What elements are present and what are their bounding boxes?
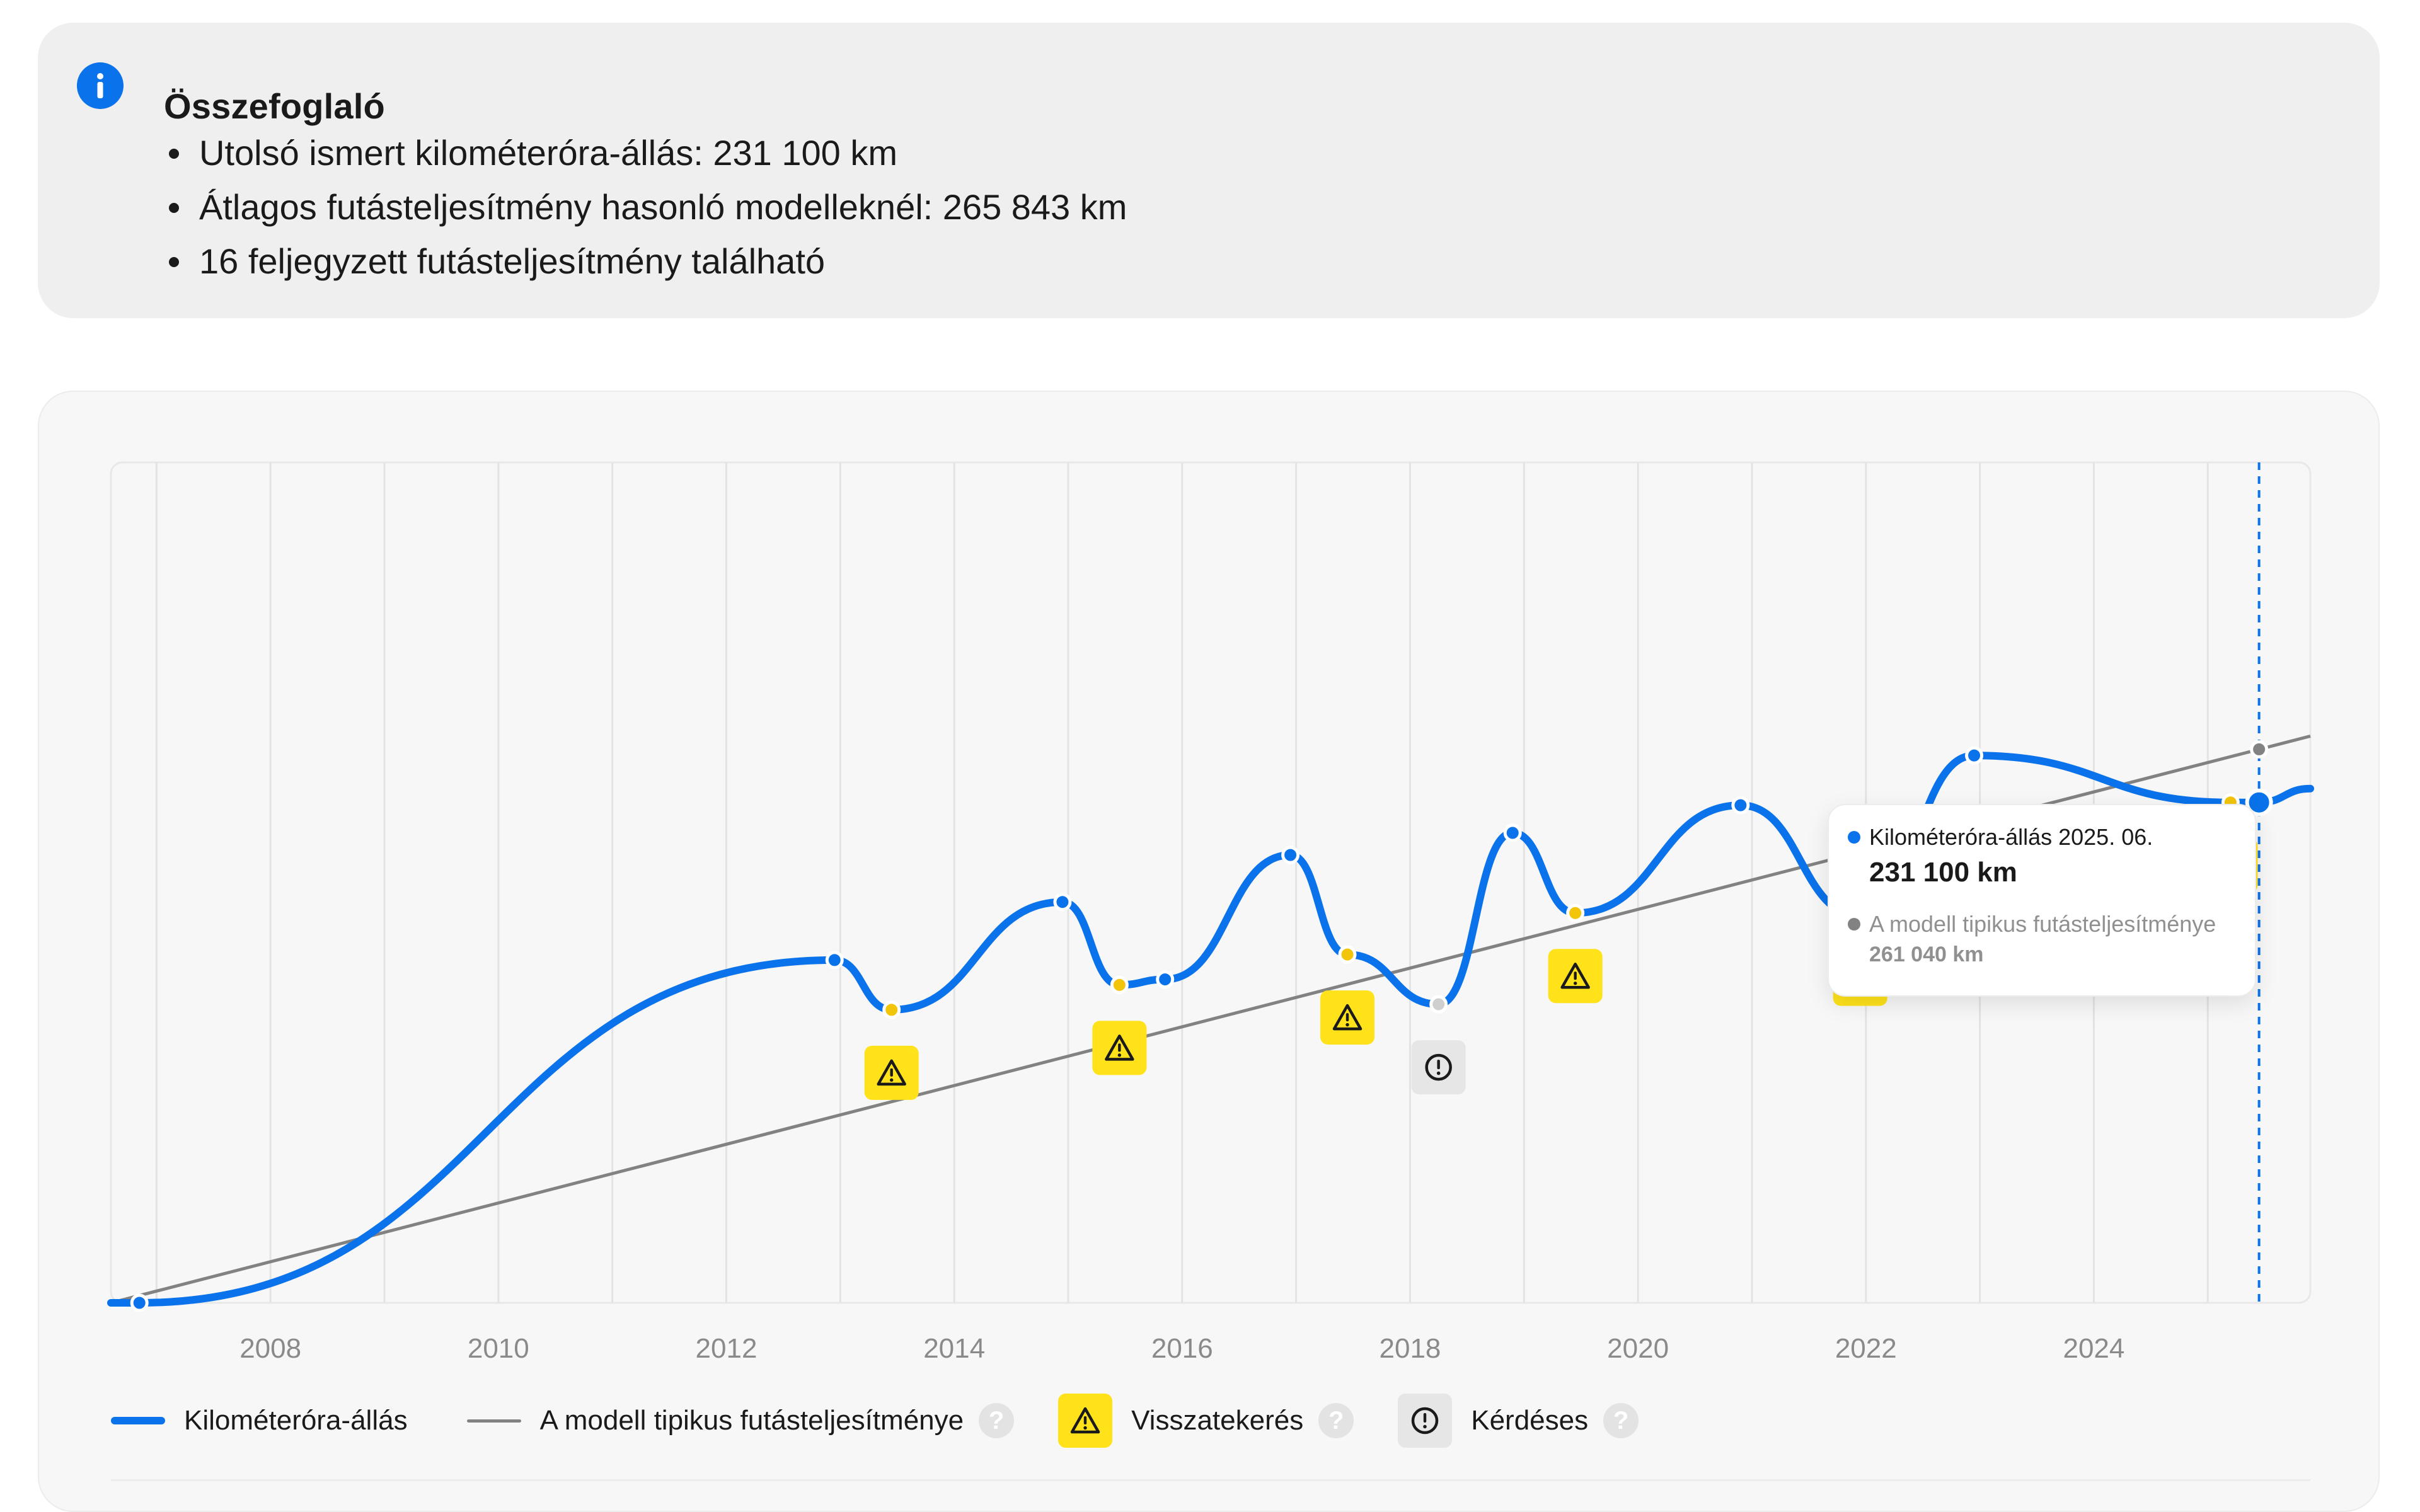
help-icon[interactable]: ? — [1318, 1403, 1354, 1438]
warning-icon — [877, 1059, 906, 1086]
x-tick-label: 2018 — [1380, 1333, 1441, 1364]
legend-odometer-label: Kilométeróra-állás — [184, 1405, 408, 1436]
odometer-point-ok[interactable] — [1156, 970, 1175, 989]
warning-icon — [1058, 1394, 1113, 1448]
legend-rollback[interactable]: Visszatekerés ? — [1058, 1394, 1354, 1448]
odometer-point-ok[interactable] — [1053, 893, 1072, 912]
rollback-badge — [1548, 949, 1603, 1004]
legend-rollback-label: Visszatekerés — [1131, 1405, 1304, 1436]
questionable-badge — [1411, 1040, 1466, 1095]
legend-questionable-label: Kérdéses — [1471, 1405, 1589, 1436]
odometer-hover-point — [2245, 788, 2273, 816]
warning-icon — [1560, 963, 1590, 989]
odometer-point-rollback[interactable] — [882, 1000, 901, 1019]
summary-item-last-odometer: Utolsó ismert kilométeróra-állás: 231 10… — [164, 126, 1127, 180]
legend-typical[interactable]: A modell tipikus futásteljesítménye ? — [466, 1403, 1015, 1438]
tooltip-typical-label: A modell tipikus futásteljesítménye — [1869, 911, 2216, 937]
odometer-point-ok[interactable] — [1965, 746, 1984, 765]
legend-odometer[interactable]: Kilométeróra-állás — [111, 1405, 423, 1436]
summary-title: Összefoglaló — [164, 86, 385, 126]
x-tick-label: 2012 — [696, 1333, 758, 1364]
summary-list: Utolsó ismert kilométeróra-állás: 231 10… — [164, 126, 1127, 289]
odometer-point-ok[interactable] — [130, 1293, 149, 1312]
x-axis-ticks: 2008 2010 2012 2014 2016 2018 2020 2022 2024 — [239, 1333, 2124, 1364]
warning-icon — [1105, 1034, 1134, 1061]
tooltip-odometer-label: Kilométeróra-állás 2025. 06. — [1869, 824, 2153, 850]
odometer-point-ok[interactable] — [825, 951, 844, 970]
odometer-point-questionable[interactable] — [1429, 995, 1448, 1014]
plot-area — [110, 461, 2312, 1304]
rollback-badge — [1092, 1021, 1147, 1075]
summary-item-average-mileage: Átlagos futásteljesítmény hasonló modell… — [164, 180, 1127, 234]
exclamation-circle-icon — [1398, 1394, 1453, 1448]
info-icon — [77, 62, 124, 109]
tooltip-typical-value: 261 040 km — [1869, 942, 1984, 966]
typical-hover-point — [2250, 740, 2269, 759]
odometer-point-rollback[interactable] — [1566, 903, 1585, 922]
x-tick-label: 2016 — [1151, 1333, 1213, 1364]
rollback-badge — [864, 1045, 919, 1100]
exclamation-circle-icon — [1425, 1053, 1452, 1081]
odometer-dot-icon — [1848, 831, 1860, 844]
x-tick-label: 2024 — [2063, 1333, 2124, 1364]
typical-dot-icon — [1848, 918, 1860, 931]
legend-typical-label: A modell tipikus futásteljesítménye — [539, 1405, 964, 1436]
x-tick-label: 2008 — [239, 1333, 301, 1364]
chart-tooltip: Kilométeróra-állás 2025. 06. 231 100 km … — [1828, 804, 2256, 997]
summary-panel: Összefoglaló Utolsó ismert kilométeróra-… — [38, 23, 2380, 318]
odometer-point-rollback[interactable] — [1110, 975, 1129, 994]
help-icon[interactable]: ? — [979, 1403, 1015, 1438]
odometer-point-rollback[interactable] — [1338, 945, 1357, 964]
chart-legend: Kilométeróra-állás A modell tipikus futá… — [111, 1392, 1683, 1449]
odometer-point-ok[interactable] — [1281, 845, 1300, 864]
odometer-point-ok[interactable] — [1503, 823, 1522, 842]
help-icon[interactable]: ? — [1603, 1403, 1639, 1438]
x-tick-label: 2020 — [1607, 1333, 1669, 1364]
odometer-swatch — [111, 1417, 165, 1424]
divider — [111, 1479, 2310, 1481]
odometer-point-ok[interactable] — [1731, 796, 1750, 815]
typical-swatch — [466, 1419, 521, 1423]
chart-grid — [155, 462, 2209, 1303]
tooltip-odometer-value: 231 100 km — [1869, 857, 2017, 888]
x-tick-label: 2010 — [468, 1333, 529, 1364]
legend-questionable[interactable]: Kérdéses ? — [1398, 1394, 1639, 1448]
warning-icon — [1332, 1004, 1363, 1031]
x-tick-label: 2022 — [1835, 1333, 1897, 1364]
summary-item-record-count: 16 feljegyzett futásteljesítmény találha… — [164, 234, 1127, 289]
rollback-badge — [1320, 990, 1374, 1045]
x-tick-label: 2014 — [923, 1333, 985, 1364]
